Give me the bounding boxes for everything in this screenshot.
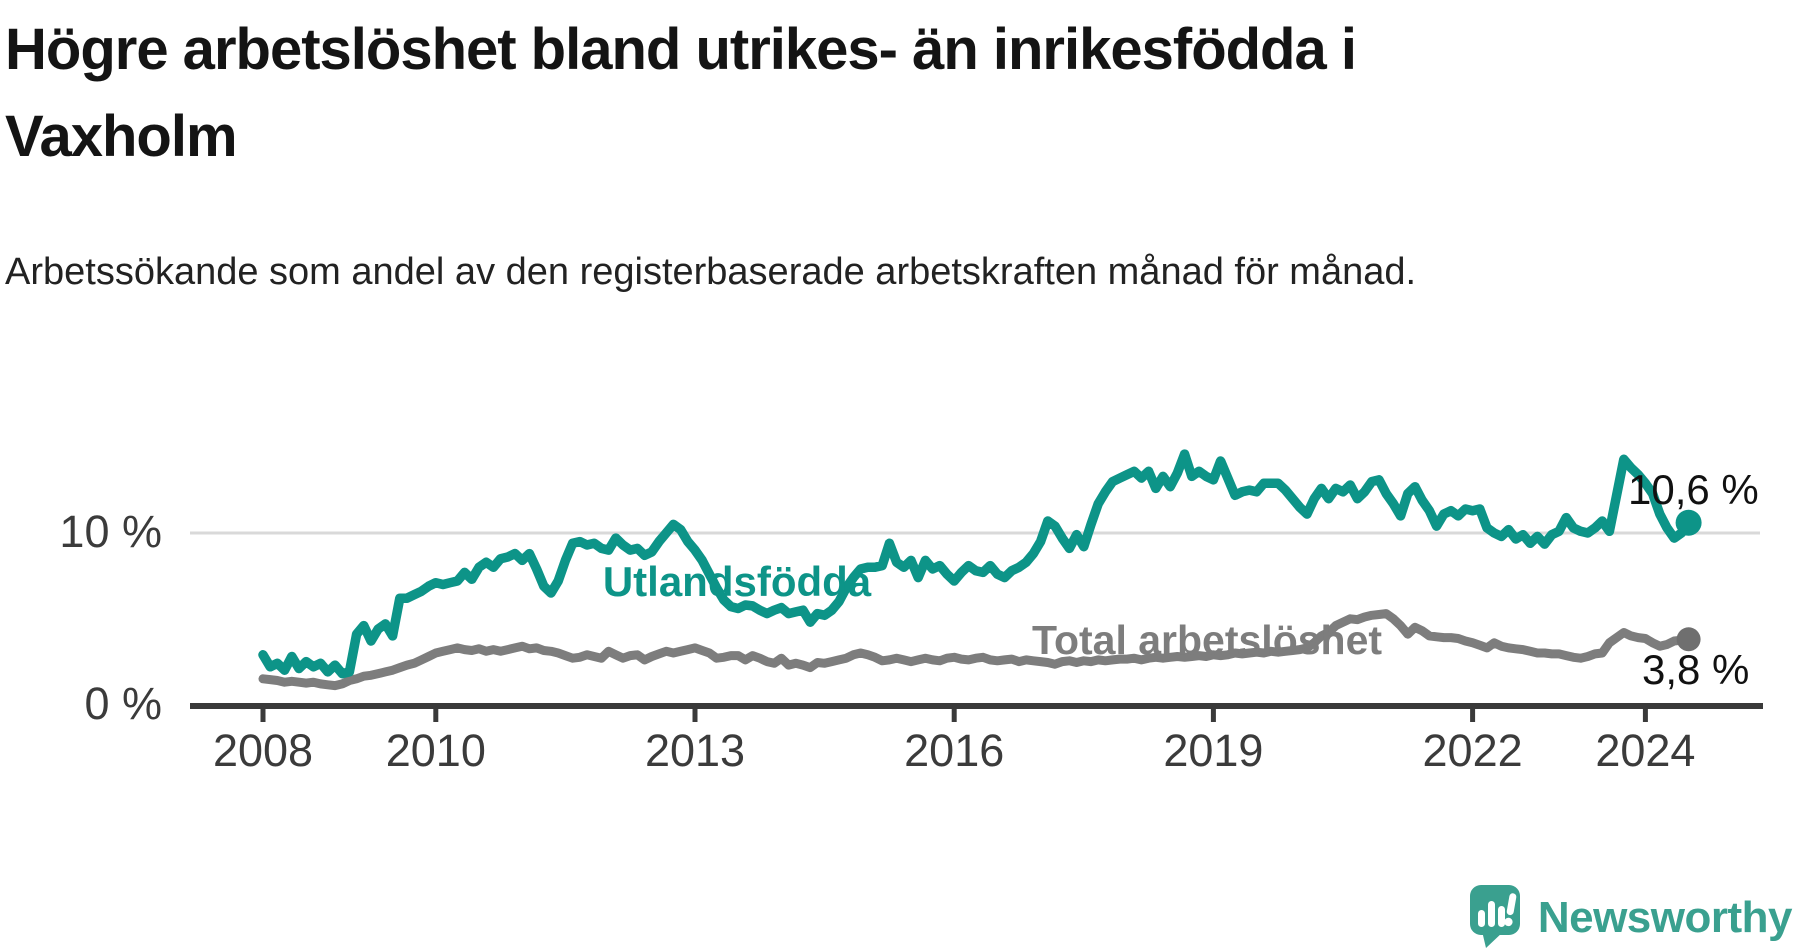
value-label-utlandsfodda: 10,6 % — [1628, 466, 1759, 513]
series-line-total — [258, 609, 1694, 691]
x-axis-ticks — [260, 708, 1648, 722]
newsworthy-logo-icon — [1469, 885, 1520, 948]
x-axis-label: 2016 — [904, 725, 1004, 776]
series-label-utlandsfodda: Utlandsfödda — [603, 558, 872, 605]
series-label-total: Total arbetslöshet — [1032, 617, 1382, 663]
x-axis-label: 2024 — [1595, 725, 1695, 776]
x-axis-label: 2013 — [645, 725, 745, 776]
value-label-total: 3,8 % — [1642, 646, 1749, 693]
y-axis-label-10: 10 % — [59, 506, 162, 557]
newsworthy-branding: Newsworthy — [1469, 885, 1793, 948]
x-axis-label: 2019 — [1163, 725, 1263, 776]
x-axis-label: 2022 — [1423, 725, 1523, 776]
endpoint-dot-utlandsfodda — [1675, 509, 1702, 536]
series-line-utlandsfodda — [258, 449, 1694, 679]
x-axis-label: 2008 — [213, 725, 313, 776]
newsworthy-brand-text: Newsworthy — [1537, 893, 1793, 942]
x-axis-label: 2010 — [386, 725, 486, 776]
x-axis-labels: 2008 2010 2013 2016 2019 2022 2024 — [213, 725, 1696, 776]
page-title: Högre arbetslöshet bland utrikes- än inr… — [5, 17, 1357, 169]
page-subtitle: Arbetssökande som andel av den registerb… — [5, 251, 1417, 293]
endpoint-dot-total — [1676, 627, 1701, 652]
y-axis-label-0: 0 % — [84, 678, 162, 729]
